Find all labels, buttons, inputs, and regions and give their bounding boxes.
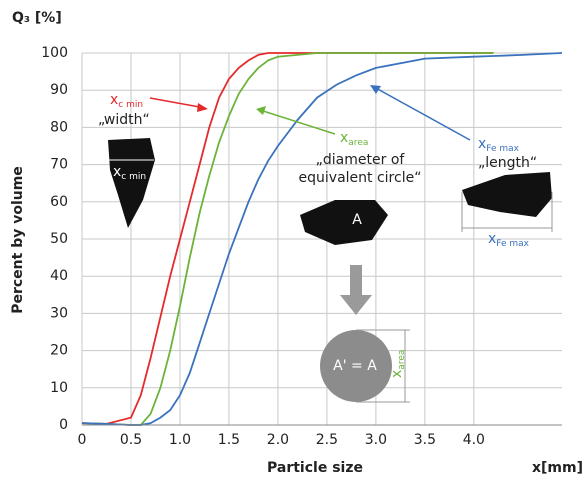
x-tick-label: 4.0: [463, 432, 485, 448]
y-tick-label: 20: [50, 343, 68, 359]
y-tick-label: 100: [41, 45, 68, 61]
annotation: xarea: [389, 350, 407, 378]
x-tick-label: 2.0: [267, 432, 289, 448]
x-tick-label: 1.0: [169, 432, 191, 448]
y-tick-label: 10: [50, 380, 68, 396]
y-tick-label: 40: [50, 268, 68, 284]
annotation-sub: c min: [118, 100, 143, 110]
x-axis-label: Particle size: [267, 460, 363, 476]
illustrations: [108, 85, 553, 403]
annotation: equivalent circle“: [299, 170, 422, 186]
arrowhead: [256, 106, 266, 115]
pointer-arrow: [259, 109, 336, 135]
particle-shape: [462, 172, 552, 217]
series-line: [81, 52, 494, 426]
annotation-sub: Fe max: [486, 144, 519, 154]
x-tick-label: 0: [78, 432, 87, 448]
pointer-arrow: [149, 97, 206, 109]
series-line: [81, 52, 494, 425]
y-axis-label: Percent by volume: [10, 166, 26, 314]
annotation-text: x: [488, 231, 496, 247]
y-tick-label: 70: [50, 157, 68, 173]
x-tick-label: 2.5: [316, 432, 338, 448]
y-tick-label: 0: [59, 417, 68, 433]
annotation-text: x: [110, 92, 118, 108]
annotation: „diameter of: [316, 152, 406, 168]
x-unit: x[mm]: [532, 460, 583, 476]
annotation-text: x: [340, 130, 348, 146]
annotation: „length“: [478, 155, 537, 171]
x-tick-label: 3.0: [365, 432, 387, 448]
equivalent-circle: [320, 330, 392, 402]
annotation-sub: Fe max: [496, 239, 529, 249]
annotation-sub: area: [348, 138, 368, 148]
particle-shape: [300, 200, 388, 245]
lines: [81, 52, 563, 426]
arrowhead: [370, 85, 381, 94]
y-tick-label: 50: [50, 231, 68, 247]
y-tick-label: 80: [50, 119, 68, 135]
annotation: xarea: [340, 130, 368, 148]
annotation: A' = A: [333, 358, 377, 374]
pointer-arrow: [373, 86, 471, 141]
arrow: [340, 265, 372, 315]
series-line: [81, 52, 563, 426]
annotation-text: x: [113, 164, 121, 180]
x-tick-label: 3.5: [414, 432, 436, 448]
annotation: xc min: [110, 92, 143, 110]
annotation-sub: c min: [121, 172, 146, 182]
y-tick-label: 60: [50, 194, 68, 210]
arrowhead: [197, 103, 208, 112]
annotation: xc min: [113, 164, 146, 182]
y-tick-label: 90: [50, 82, 68, 98]
annotations: xc min „width“ xc min xarea „diameter of…: [98, 92, 537, 378]
annotation-text: x: [478, 136, 486, 152]
y-tick-label: 30: [50, 305, 68, 321]
annotation: xFe max: [478, 136, 520, 154]
x-tick-label: 1.5: [218, 432, 240, 448]
annotation: A: [352, 212, 362, 228]
x-tick-label: 0.5: [120, 432, 142, 448]
annotation-sub: area: [397, 350, 407, 370]
y-title: Q₃ [%]: [12, 10, 62, 26]
annotation: „width“: [98, 112, 150, 128]
annotation: xFe max: [488, 231, 530, 249]
annotation-text: x: [389, 370, 405, 378]
particle-shape: [108, 138, 155, 228]
